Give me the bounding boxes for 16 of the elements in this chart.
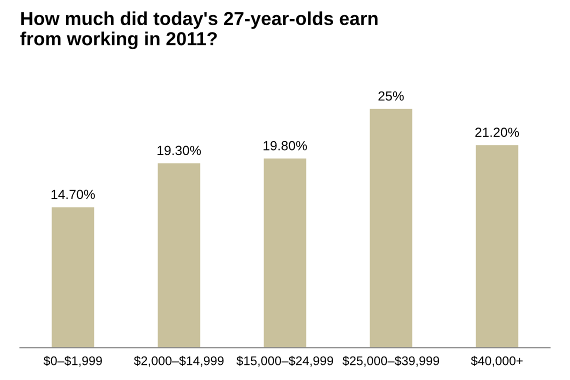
data-label: 19.80% [264, 141, 307, 150]
bar [158, 163, 200, 348]
bar [52, 207, 94, 348]
bar [370, 108, 412, 348]
x-tick-label: $25,000–$39,999 [342, 356, 440, 367]
data-label: 21.20% [475, 128, 519, 137]
data-label: 19.30% [158, 146, 201, 156]
x-tick-label: $2,000–$14,999 [134, 356, 224, 367]
data-label: 25% [378, 91, 404, 101]
x-tick-label: $15,000–$24,999 [236, 356, 334, 367]
x-tick-label: $40,000+ [470, 356, 523, 367]
x-tick-label: $0–$1,999 [44, 356, 102, 367]
bar [476, 145, 518, 348]
data-label: 14.70% [52, 190, 95, 200]
chart-title: How much did today's 27-year-olds earn from working in 2011? [20, 11, 378, 50]
bar [264, 158, 306, 348]
